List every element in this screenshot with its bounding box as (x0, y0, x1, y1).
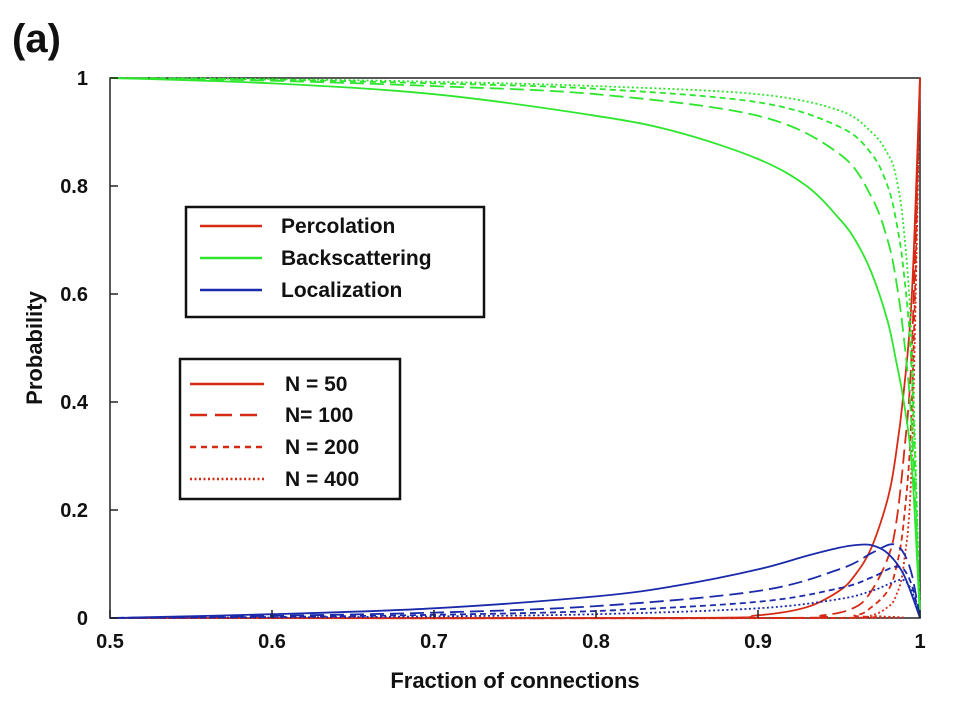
x-tick-label: 0.5 (96, 631, 124, 653)
x-tick-label: 0.7 (420, 631, 448, 653)
series-percolation-n50 (109, 77, 921, 620)
legend-label-n200: N = 200 (285, 436, 359, 459)
ticks-group: 0.5 0.6 0.7 0.8 0.9 1 0 0.2 0.4 0.6 0.8 1 (60, 68, 925, 653)
series-backscattering-n400 (109, 77, 921, 619)
series-percolation-n200 (109, 77, 921, 620)
x-tick-label: 1 (914, 631, 925, 653)
y-tick-label: 0.8 (60, 176, 88, 198)
x-tick-label: 0.9 (744, 631, 772, 653)
series-backscattering-n50 (109, 77, 921, 619)
legend-label-localization: Localization (281, 279, 402, 302)
plot-frame (109, 77, 921, 619)
legend-label-backscattering: Backscattering (281, 247, 432, 270)
legend-size-box (178, 357, 402, 501)
x-axis-title: Fraction of connections (390, 668, 639, 693)
legend-label-percolation: Percolation (281, 215, 395, 238)
legend-label-n50: N = 50 (285, 373, 347, 396)
series-localization-n100 (109, 543, 921, 619)
y-axis-title: Probability (22, 290, 47, 404)
y-tick-label: 0 (77, 608, 88, 630)
panel-label: (a) (12, 17, 61, 61)
legend-quantity: Percolation Backscattering Localization (184, 205, 486, 319)
series-backscattering-n100 (109, 77, 921, 619)
series-percolation-n400 (109, 77, 921, 620)
legend-label-n100: N= 100 (285, 404, 353, 427)
series-percolation-n100 (109, 77, 921, 620)
series-localization-n400 (109, 578, 921, 619)
legend-size: N = 50 N= 100 N = 200 N = 400 (178, 357, 402, 501)
series-backscattering-n200 (109, 77, 921, 619)
y-tick-label: 0.2 (60, 500, 88, 522)
legend-label-n400: N = 400 (285, 468, 359, 491)
curves-group (109, 77, 921, 620)
x-tick-label: 0.8 (582, 631, 610, 653)
series-localization-n50 (109, 543, 921, 619)
x-tick-label: 0.6 (258, 631, 286, 653)
y-tick-label: 0.6 (60, 284, 88, 306)
y-tick-label: 1 (77, 68, 88, 90)
y-tick-label: 0.4 (60, 392, 89, 414)
